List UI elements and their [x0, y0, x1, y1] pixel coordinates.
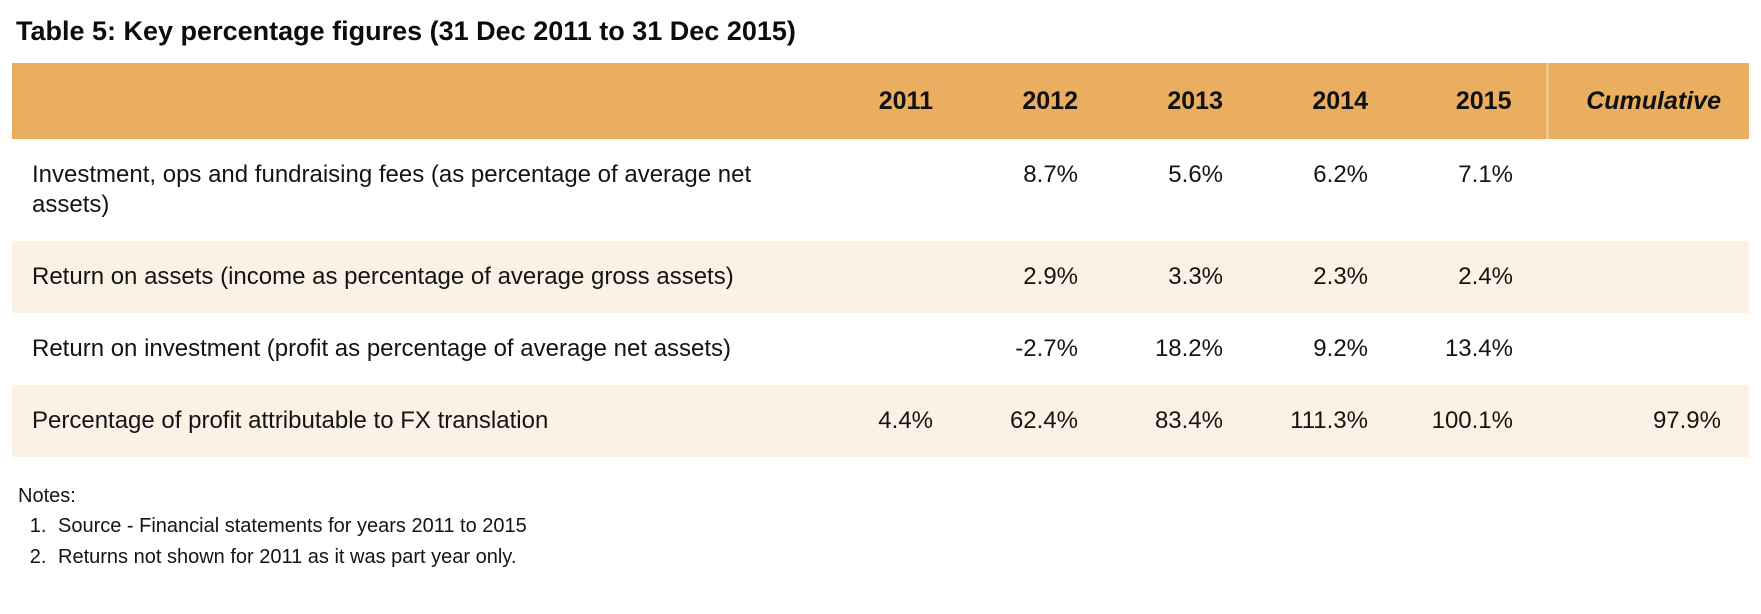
- value-cell: 3.3%: [1168, 263, 1223, 290]
- row-label: Percentage of profit attributable to FX …: [32, 407, 549, 434]
- key-percentage-figures-table: 2011 2012 2013 2014 2015 Cumulative Inve…: [12, 63, 1749, 457]
- row-label: Return on investment (profit as percenta…: [32, 335, 732, 362]
- page-title: Table 5: Key percentage figures (31 Dec …: [16, 16, 796, 46]
- column-header-2013: 2013: [1112, 63, 1257, 139]
- column-header-2011: 2011: [822, 63, 967, 139]
- notes-list: Source - Financial statements for years …: [18, 512, 1761, 572]
- value-cell: 13.4%: [1444, 335, 1513, 362]
- value-cell: 2.3%: [1313, 263, 1368, 290]
- table-row-fx-translation: Percentage of profit attributable to FX …: [12, 385, 1749, 457]
- value-cell: 83.4%: [1154, 407, 1223, 434]
- value-cell: 9.2%: [1313, 335, 1368, 362]
- value-cell: 8.7%: [1023, 161, 1078, 188]
- value-cell: [822, 139, 967, 241]
- row-label: Investment, ops and fundraising fees (as…: [32, 161, 752, 218]
- table-row-return-on-assets: Return on assets (income as percentage o…: [12, 241, 1749, 313]
- value-cell: [1547, 139, 1749, 241]
- column-header-cumulative: Cumulative: [1545, 63, 1749, 139]
- note-item-part-year: Returns not shown for 2011 as it was par…: [52, 543, 1761, 572]
- column-header-2012: 2012: [967, 63, 1112, 139]
- report-page: Table 5: Key percentage figures (31 Dec …: [0, 0, 1761, 572]
- value-cell: 2.9%: [1023, 263, 1078, 290]
- notes-section: Notes: Source - Financial statements for…: [18, 485, 1761, 572]
- table-row-return-on-investment: Return on investment (profit as percenta…: [12, 313, 1749, 385]
- value-cell: [822, 241, 967, 313]
- value-cell: [1547, 241, 1749, 313]
- column-header-2015: 2015: [1402, 63, 1547, 139]
- value-cell: 5.6%: [1168, 161, 1223, 188]
- value-cell: 100.1%: [1431, 407, 1513, 434]
- value-cell: 7.1%: [1458, 161, 1513, 188]
- notes-heading: Notes:: [18, 485, 76, 507]
- value-cell: 62.4%: [1009, 407, 1078, 434]
- value-cell: 18.2%: [1154, 335, 1223, 362]
- value-cell: 6.2%: [1313, 161, 1368, 188]
- column-header-label: [12, 63, 822, 139]
- note-item-source: Source - Financial statements for years …: [52, 512, 1761, 541]
- value-cell: [822, 313, 967, 385]
- value-cell: -2.7%: [1015, 335, 1078, 362]
- column-header-2014: 2014: [1257, 63, 1402, 139]
- row-label: Return on assets (income as percentage o…: [32, 263, 734, 290]
- value-cell: 97.9%: [1652, 407, 1721, 434]
- value-cell: 2.4%: [1458, 263, 1513, 290]
- table-row-fees: Investment, ops and fundraising fees (as…: [12, 139, 1749, 241]
- value-cell: 111.3%: [1290, 407, 1368, 434]
- value-cell: [1547, 313, 1749, 385]
- table-header-row: 2011 2012 2013 2014 2015 Cumulative: [12, 63, 1749, 139]
- value-cell: 4.4%: [878, 407, 933, 434]
